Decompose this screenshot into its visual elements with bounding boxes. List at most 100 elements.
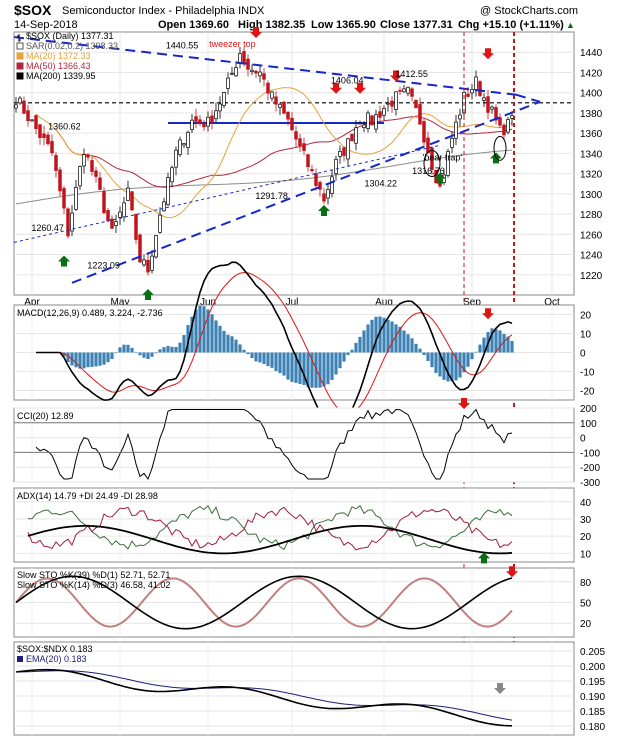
- macd-histogram-bar: [146, 352, 150, 360]
- price-candle: [418, 104, 422, 125]
- price-candle: [430, 147, 434, 170]
- cci-line: [35, 408, 513, 481]
- bear-trap-circle: [423, 150, 441, 177]
- price-candle: [178, 139, 182, 155]
- price-candle: [138, 234, 142, 263]
- ratio-legend: $SOX:$NDX 0.183: [17, 644, 93, 654]
- price-candle: [458, 114, 462, 120]
- macd-histogram-bar: [278, 352, 282, 374]
- price-candle: [126, 187, 130, 201]
- change-up-icon: ▲: [566, 20, 575, 30]
- price-candle: [266, 82, 270, 94]
- price-candle: [498, 117, 502, 126]
- price-candle: [18, 97, 22, 104]
- price-candle: [222, 92, 226, 106]
- price-annotation: 'bear trap': [423, 153, 463, 163]
- price-candle: [486, 96, 490, 113]
- ratio-tick-label: 0.205: [580, 647, 605, 658]
- price-candle: [330, 176, 334, 194]
- price-candle: [114, 221, 118, 226]
- price-candle: [74, 187, 78, 210]
- price-candle: [122, 202, 126, 218]
- price-candle: [374, 114, 378, 130]
- price-candle: [150, 255, 154, 271]
- arrow-down-icon: [354, 82, 366, 94]
- macd-histogram-bar: [258, 352, 262, 363]
- ma50-line: [55, 116, 513, 188]
- macd-histogram-bar: [142, 352, 146, 358]
- macd-histogram-bar: [282, 352, 286, 376]
- price-legend-entry: MA(200) 1339.95: [26, 71, 96, 81]
- adx-tick-label: 20: [580, 532, 592, 543]
- macd-histogram-bar: [206, 309, 210, 353]
- macd-histogram-bar: [202, 306, 206, 353]
- macd-histogram-bar: [382, 317, 386, 353]
- price-candle: [174, 149, 178, 168]
- price-candle: [490, 106, 494, 110]
- price-candle: [158, 214, 162, 233]
- cci-panel: [13, 407, 575, 483]
- macd-histogram-bar: [466, 352, 470, 367]
- macd-histogram-bar: [302, 352, 306, 386]
- macd-histogram-bar: [62, 352, 66, 357]
- adx-tick-label: 10: [580, 549, 592, 560]
- macd-histogram-bar: [310, 352, 314, 388]
- macd-histogram-bar: [122, 344, 126, 353]
- price-candle: [230, 72, 234, 75]
- price-candle: [334, 158, 338, 174]
- arrow-up-icon: [142, 288, 154, 300]
- ratio-tick-label: 0.195: [580, 677, 605, 688]
- macd-histogram-bar: [446, 352, 450, 382]
- macd-histogram-bar: [158, 349, 162, 353]
- price-legend-entry: SAR(0.02,0.2) 1398.33: [26, 41, 118, 51]
- watermark: @ StockCharts.com: [480, 5, 578, 17]
- macd-tick-label: 10: [580, 330, 592, 341]
- price-tick-label: 1260: [580, 230, 603, 241]
- adx-line: [27, 525, 513, 555]
- macd-histogram-bar: [170, 346, 174, 353]
- month-label: May: [111, 297, 130, 308]
- ratio-tick-label: 0.185: [580, 707, 605, 718]
- macd-histogram-bar: [450, 352, 454, 382]
- sto-tick-label: 80: [580, 578, 592, 589]
- price-candle: [206, 116, 210, 127]
- macd-histogram-bar: [74, 352, 78, 368]
- price-candle: [22, 100, 26, 114]
- macd-histogram-bar: [106, 352, 110, 363]
- macd-tick-label: 0: [580, 349, 586, 360]
- price-candle: [58, 169, 62, 192]
- macd-histogram-bar: [306, 352, 310, 388]
- price-candle: [406, 86, 410, 94]
- price-candle: [234, 67, 238, 77]
- price-candle: [182, 143, 186, 146]
- macd-histogram-bar: [454, 352, 458, 381]
- adx-tick-label: 30: [580, 515, 592, 526]
- ratio-legend: EMA(20) 0.183: [26, 654, 87, 664]
- ohlc-change: Chg +15.10 (+1.11%): [458, 19, 564, 31]
- price-candle: [102, 191, 106, 214]
- price-candle: [54, 155, 58, 171]
- price-candle: [78, 166, 82, 187]
- legend-marker: [16, 72, 24, 80]
- adx-tick-label: 40: [580, 498, 592, 509]
- macd-histogram-bar: [510, 340, 514, 353]
- price-candle: [202, 123, 206, 128]
- price-candle: [306, 154, 310, 167]
- month-label: Oct: [544, 297, 560, 308]
- arrow-down-icon: [390, 70, 402, 82]
- price-candle: [166, 177, 170, 206]
- price-candle: [290, 117, 294, 131]
- price-candle: [450, 138, 454, 148]
- macd-histogram-bar: [286, 352, 290, 380]
- price-candle: [402, 88, 406, 93]
- macd-histogram-bar: [410, 338, 414, 353]
- price-candle: [398, 89, 402, 92]
- price-candle: [142, 259, 146, 266]
- price-candle: [358, 122, 362, 125]
- price-candle: [510, 115, 514, 119]
- cci-legend: CCI(20) 12.89: [17, 411, 74, 421]
- price-candle: [362, 124, 366, 128]
- price-candle: [130, 191, 134, 211]
- macd-legend: MACD(12,26,9) 0.489, 3.224, -2.736: [17, 308, 163, 318]
- macd-histogram-bar: [326, 352, 330, 385]
